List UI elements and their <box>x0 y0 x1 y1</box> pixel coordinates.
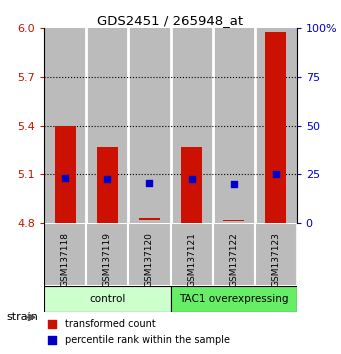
Point <box>147 180 152 185</box>
Point <box>273 172 278 177</box>
Bar <box>44 223 86 286</box>
Text: strain: strain <box>6 312 38 322</box>
Bar <box>129 28 170 223</box>
Bar <box>170 223 212 286</box>
Bar <box>86 28 129 223</box>
Text: GSM137119: GSM137119 <box>103 233 112 287</box>
Point <box>189 176 194 182</box>
Text: GSM137123: GSM137123 <box>271 233 280 287</box>
Point <box>63 175 68 181</box>
Text: transformed count: transformed count <box>64 319 155 329</box>
Bar <box>44 28 86 223</box>
Point <box>105 176 110 182</box>
Title: GDS2451 / 265948_at: GDS2451 / 265948_at <box>98 14 243 27</box>
Point <box>49 321 55 327</box>
Point <box>231 181 236 187</box>
Bar <box>86 223 129 286</box>
Text: percentile rank within the sample: percentile rank within the sample <box>64 335 229 345</box>
Bar <box>129 223 170 286</box>
Text: control: control <box>89 294 125 304</box>
Point <box>49 337 55 343</box>
Text: GSM137118: GSM137118 <box>61 233 70 287</box>
Bar <box>255 28 297 223</box>
Bar <box>170 28 212 223</box>
Text: GSM137121: GSM137121 <box>187 233 196 287</box>
Text: GSM137122: GSM137122 <box>229 233 238 287</box>
Bar <box>181 147 202 223</box>
Bar <box>97 147 118 223</box>
Bar <box>223 220 244 222</box>
Bar <box>44 286 170 312</box>
Bar <box>212 223 255 286</box>
Bar <box>212 28 255 223</box>
Text: GSM137120: GSM137120 <box>145 233 154 287</box>
Bar <box>55 126 76 223</box>
Text: TAC1 overexpressing: TAC1 overexpressing <box>179 294 288 304</box>
Bar <box>255 223 297 286</box>
Bar <box>265 32 286 223</box>
Bar <box>139 218 160 220</box>
Bar <box>170 286 297 312</box>
